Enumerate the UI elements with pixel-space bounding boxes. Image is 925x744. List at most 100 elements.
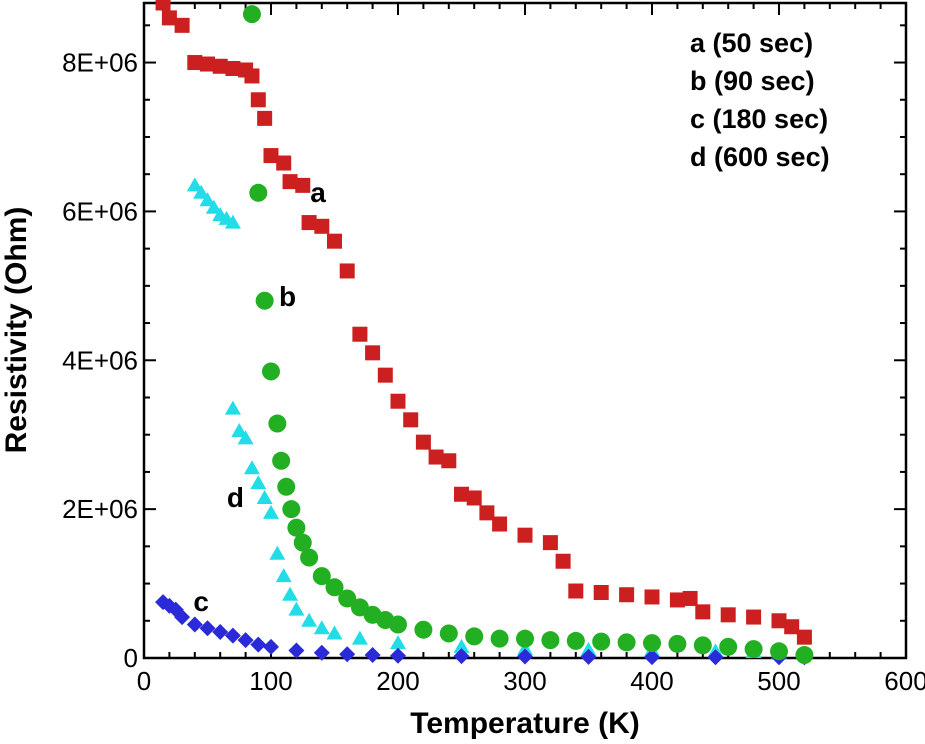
data-point-a: [403, 412, 419, 428]
data-point-a: [174, 17, 190, 33]
data-point-c: [453, 648, 470, 665]
data-point-a: [466, 490, 482, 506]
data-point-d: [186, 177, 203, 192]
data-point-b: [414, 620, 433, 639]
x-tick-label: 200: [376, 666, 419, 696]
data-point-b: [465, 627, 484, 646]
data-point-b: [249, 183, 268, 202]
data-point-d: [231, 422, 248, 437]
data-point-c: [263, 638, 279, 655]
data-point-a: [250, 92, 266, 108]
data-point-c: [288, 642, 305, 659]
data-point-d: [313, 620, 330, 635]
data-point-d: [237, 430, 254, 445]
data-point-c: [199, 620, 216, 637]
data-point-c: [224, 627, 241, 644]
y-axis-title: Resistivity (Ohm): [0, 207, 33, 454]
data-point-d: [390, 635, 406, 650]
data-point-b: [439, 624, 458, 643]
data-point-a: [784, 619, 800, 635]
data-point-b: [516, 629, 534, 648]
data-point-b: [277, 477, 296, 496]
data-point-c: [186, 616, 203, 633]
data-point-b: [693, 636, 712, 655]
data-point-a: [200, 56, 215, 72]
data-point-d: [224, 400, 241, 415]
data-point-b: [300, 548, 319, 567]
data-point-a: [555, 553, 571, 569]
data-point-a: [244, 68, 260, 84]
data-point-a: [746, 609, 762, 625]
data-point-d: [326, 625, 343, 640]
series-b: [242, 5, 814, 665]
data-point-a: [771, 613, 787, 629]
data-point-d: [301, 612, 318, 627]
data-point-a: [720, 607, 736, 623]
curve-label-d: d: [227, 482, 244, 513]
data-point-c: [580, 648, 597, 665]
data-point-b: [719, 637, 738, 656]
data-point-b: [617, 633, 636, 652]
data-point-a: [225, 61, 241, 76]
y-tick-label: 8E+06: [62, 48, 138, 78]
data-point-d: [205, 199, 222, 214]
legend-entry: a (50 sec): [690, 28, 813, 58]
data-point-a: [295, 177, 311, 193]
x-tick-label: 0: [137, 666, 151, 696]
data-point-a: [644, 589, 660, 605]
data-point-a: [492, 516, 508, 532]
data-point-b: [643, 634, 661, 653]
curve-labels: a b c d: [193, 177, 326, 617]
curve-label-b: b: [279, 281, 296, 312]
data-point-a: [441, 453, 457, 469]
data-point-a: [187, 55, 203, 71]
data-point-a: [377, 367, 393, 383]
x-tick-label: 400: [630, 666, 673, 696]
data-point-b: [268, 414, 287, 433]
data-point-b: [325, 578, 344, 597]
data-point-a: [428, 449, 444, 465]
data-point-b: [262, 362, 280, 381]
data-point-b: [592, 632, 611, 651]
data-point-c: [212, 623, 229, 640]
curve-label-a: a: [310, 177, 326, 208]
data-point-b: [282, 500, 301, 519]
data-point-a: [263, 148, 279, 164]
data-point-a: [212, 58, 228, 74]
x-tick-labels: 0 100 200 300 400 500 600: [137, 666, 925, 696]
data-point-d: [275, 568, 292, 583]
data-point-d: [263, 504, 279, 519]
data-point-b: [287, 518, 306, 537]
data-point-a: [352, 326, 368, 342]
data-point-d: [288, 601, 305, 616]
x-axis-title: Temperature (K): [410, 707, 639, 740]
data-point-a: [682, 590, 698, 606]
data-point-a: [669, 592, 685, 608]
data-point-a: [155, 0, 171, 11]
data-point-d: [224, 214, 241, 229]
data-point-d: [580, 641, 597, 656]
data-point-c: [339, 646, 356, 663]
data-point-d: [517, 641, 533, 656]
data-point-c: [517, 648, 533, 665]
data-point-d: [351, 630, 368, 645]
data-point-a: [339, 263, 355, 279]
curve-label-c: c: [193, 586, 209, 617]
data-point-c: [707, 649, 724, 666]
x-tick-label: 300: [503, 666, 546, 696]
data-point-d: [453, 638, 470, 653]
legend: a (50 sec) b (90 sec) c (180 sec) d (600 se…: [690, 28, 830, 172]
data-point-a: [314, 218, 330, 234]
data-point-a: [796, 629, 812, 645]
series-a: [155, 0, 812, 645]
data-point-a: [257, 110, 273, 126]
data-point-c: [237, 632, 254, 649]
data-point-b: [795, 646, 814, 665]
data-point-a: [619, 587, 635, 603]
data-point-c: [174, 609, 191, 626]
data-point-d: [199, 192, 216, 207]
data-point-d: [269, 545, 286, 560]
data-point-c: [644, 649, 660, 666]
data-point-b: [272, 451, 291, 470]
